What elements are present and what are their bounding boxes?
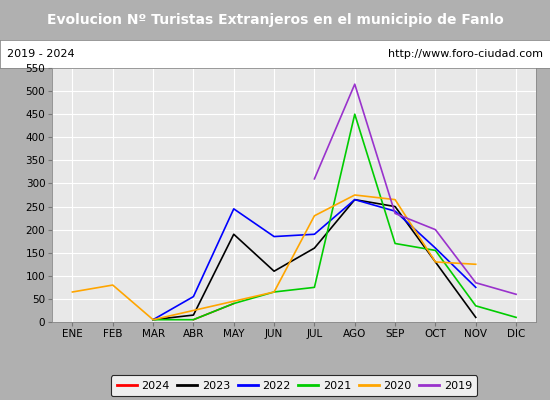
Legend: 2024, 2023, 2022, 2021, 2020, 2019: 2024, 2023, 2022, 2021, 2020, 2019	[111, 375, 477, 396]
Text: http://www.foro-ciudad.com: http://www.foro-ciudad.com	[388, 49, 543, 59]
Text: Evolucion Nº Turistas Extranjeros en el municipio de Fanlo: Evolucion Nº Turistas Extranjeros en el …	[47, 13, 503, 27]
Text: 2019 - 2024: 2019 - 2024	[7, 49, 74, 59]
